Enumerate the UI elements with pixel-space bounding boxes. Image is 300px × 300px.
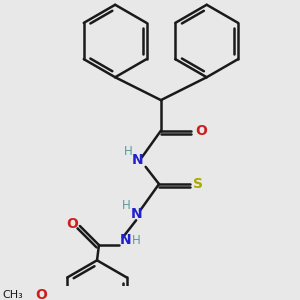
Text: N: N [120, 233, 131, 247]
Text: CH₃: CH₃ [2, 290, 23, 300]
Text: O: O [35, 288, 47, 300]
Text: N: N [130, 207, 142, 220]
Text: N: N [132, 153, 144, 167]
Text: O: O [66, 217, 78, 231]
Text: S: S [193, 177, 203, 191]
Text: O: O [195, 124, 207, 138]
Text: H: H [132, 234, 140, 247]
Text: H: H [124, 145, 133, 158]
Text: H: H [122, 199, 131, 212]
